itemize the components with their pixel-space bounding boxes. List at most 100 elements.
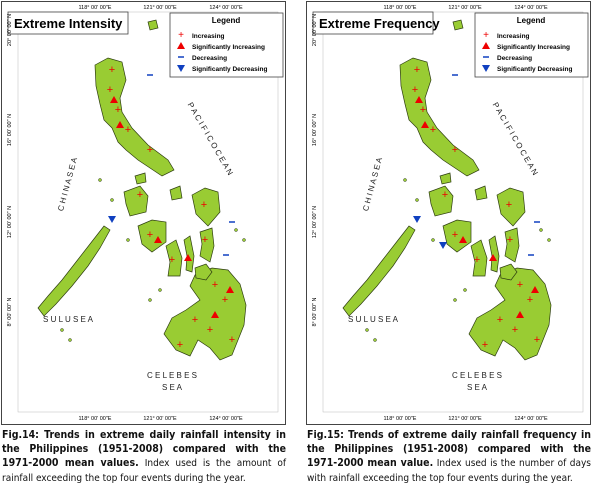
island <box>199 227 215 263</box>
island <box>94 57 175 177</box>
island <box>194 263 213 281</box>
islet <box>158 288 162 292</box>
islet <box>453 298 457 302</box>
island <box>499 263 518 281</box>
legend-symbol <box>177 65 185 72</box>
legend-box <box>169 12 284 78</box>
legend-item: Significantly Increasing <box>497 44 570 51</box>
islet <box>463 288 467 292</box>
lat-label: 20° 00' 00" N <box>312 14 318 46</box>
lat-label: 16° 00' 00" N <box>312 114 318 146</box>
island <box>137 219 167 253</box>
legend-item: Decreasing <box>192 55 227 62</box>
islet <box>234 228 238 232</box>
island <box>165 239 183 277</box>
island <box>470 239 488 277</box>
title-box <box>312 11 434 35</box>
caption-text: Index used is the amount of rainfall exc… <box>2 458 286 484</box>
legend-item: Significantly Decreasing <box>497 66 573 73</box>
caption-bold: Fig.14: Trends in extreme daily rainfall… <box>2 429 286 469</box>
islet <box>373 338 377 342</box>
islet <box>126 238 130 242</box>
marker-increasing: + <box>109 64 115 76</box>
island <box>163 267 247 361</box>
lon-label-top: 124° 00' 00"E <box>209 5 243 11</box>
lat-label: 12° 00' 00" N <box>312 206 318 238</box>
marker-increasing: + <box>534 334 540 346</box>
island <box>452 19 464 31</box>
lon-label-bottom: 118° 00' 00"E <box>384 416 417 422</box>
legend-symbol: + <box>483 30 489 41</box>
marker-sig-decreasing <box>439 242 447 249</box>
marker-increasing: + <box>506 199 512 211</box>
island <box>134 172 147 185</box>
marker-sig-decreasing <box>413 216 421 223</box>
graticule-frame <box>322 11 584 413</box>
marker-increasing: + <box>222 294 228 306</box>
sea-label: S U L U S E A <box>43 315 94 324</box>
marker-sig-increasing <box>459 236 467 243</box>
legend-title: Legend <box>517 16 546 25</box>
lon-label-top: 124° 00' 00"E <box>514 5 548 11</box>
map-panel: + + + + + + + + + + + + + + + + Extreme Intensity Legend +… <box>0 0 287 504</box>
marker-increasing: + <box>452 144 458 156</box>
islet <box>415 198 419 202</box>
marker-sig-increasing <box>116 121 124 128</box>
island <box>428 185 454 217</box>
lon-label-bottom: 124° 00' 00"E <box>209 416 243 422</box>
marker-increasing: + <box>527 294 533 306</box>
marker-sig-increasing <box>211 311 219 318</box>
marker-increasing: + <box>192 314 198 326</box>
legend-symbol <box>177 42 185 49</box>
legend-item: Decreasing <box>497 55 532 62</box>
islet <box>365 328 369 332</box>
marker-increasing: + <box>115 104 121 116</box>
marker-increasing: + <box>414 64 420 76</box>
marker-increasing: + <box>497 314 503 326</box>
islet <box>539 228 543 232</box>
map-panel: + + + + + + + + + + + + + + + + Extreme Frequency Legend +… <box>305 0 592 504</box>
marker-sig-increasing <box>489 254 497 261</box>
sea-label: C E L E B E S <box>147 371 197 380</box>
lat-label: 12° 00' 00" N <box>7 206 13 238</box>
marker-increasing: + <box>507 234 513 246</box>
marker-sig-increasing <box>184 254 192 261</box>
sea-label: C E L E B E S <box>452 371 502 380</box>
map: ++++++++++++++++Extreme Intensity Legend+… <box>1 1 286 425</box>
marker-increasing: + <box>202 234 208 246</box>
caption: Fig.15: Trends of extreme daily rainfall… <box>307 428 591 486</box>
islet <box>242 238 246 242</box>
legend-item: Increasing <box>497 33 530 40</box>
legend-item: Significantly Decreasing <box>192 66 268 73</box>
lon-label-bottom: 121° 00' 00"E <box>143 416 177 422</box>
marker-sig-increasing <box>154 236 162 243</box>
island <box>37 225 111 317</box>
caption: Fig.14: Trends in extreme daily rainfall… <box>2 428 286 486</box>
marker-sig-increasing <box>516 311 524 318</box>
islet <box>148 298 152 302</box>
sea-label: S U L U S E A <box>348 315 399 324</box>
marker-increasing: + <box>442 189 448 201</box>
islet <box>60 328 64 332</box>
lon-label-bottom: 121° 00' 00"E <box>448 416 482 422</box>
marker-sig-increasing <box>415 96 423 103</box>
marker-increasing: + <box>474 254 480 266</box>
marker-increasing: + <box>147 144 153 156</box>
caption-bold: Fig.15: Trends of extreme daily rainfall… <box>307 429 591 469</box>
caption-text: Index used is the number of days with ra… <box>307 458 591 484</box>
marker-increasing: + <box>137 189 143 201</box>
islet <box>98 178 102 182</box>
legend-title: Legend <box>212 16 241 25</box>
legend-box <box>474 12 589 78</box>
marker-increasing: + <box>452 229 458 241</box>
marker-increasing: + <box>107 84 113 96</box>
lat-label: 20° 00' 00" N <box>7 14 13 46</box>
marker-increasing: + <box>147 229 153 241</box>
marker-increasing: + <box>430 124 436 136</box>
legend-symbol: + <box>178 30 184 41</box>
islet <box>431 238 435 242</box>
islet <box>68 338 72 342</box>
island <box>169 185 183 201</box>
marker-increasing: + <box>229 334 235 346</box>
legend-symbol <box>482 42 490 49</box>
